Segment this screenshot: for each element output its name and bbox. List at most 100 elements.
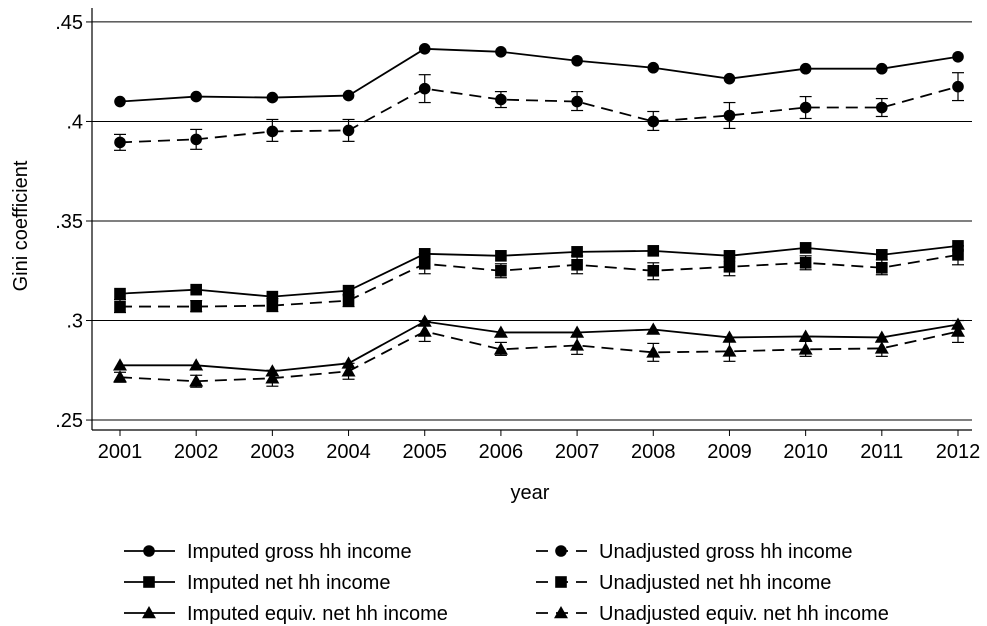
data-point [571, 246, 583, 258]
data-point [723, 250, 736, 262]
series-imputed-equiv-net-hh-income [113, 314, 965, 377]
data-point [723, 109, 736, 122]
x-axis-label: year [511, 482, 550, 504]
data-point [417, 314, 432, 327]
gridlines [92, 21, 972, 421]
data-point [266, 125, 279, 138]
data-point [266, 290, 279, 303]
data-point [722, 330, 737, 343]
y-axis-label: Gini coefficient [10, 160, 32, 291]
legend: Imputed gross hh income Unadjusted gross … [124, 541, 889, 625]
data-point [952, 50, 964, 63]
legend-item: Imputed gross hh income [124, 541, 412, 563]
data-point [646, 345, 661, 358]
legend-label: Imputed gross hh income [187, 541, 412, 563]
data-point [418, 257, 431, 270]
y-tick-label: .25 [55, 410, 83, 432]
data-point [647, 264, 660, 277]
x-tick-label: 2003 [250, 441, 295, 463]
series-line [119, 330, 959, 383]
x-axis: 2001 2002 2003 2004 2005 2006 2007 2008 2009 2010… [92, 429, 981, 463]
data-point [417, 324, 432, 337]
series-unadjusted-gross-hh-income [114, 72, 964, 151]
data-point [952, 249, 964, 261]
data-point [571, 54, 583, 67]
legend-item: Unadjusted net hh income [536, 572, 831, 594]
x-tick-label: 2007 [555, 441, 600, 463]
series-line [120, 320, 959, 373]
data-point [190, 300, 202, 313]
series-line [119, 244, 959, 298]
y-tick-label: .3 [66, 311, 83, 333]
data-point [876, 249, 888, 261]
legend-label: Unadjusted net hh income [599, 572, 831, 594]
x-tick-label: 2011 [860, 441, 903, 463]
data-point [190, 283, 202, 296]
data-point [341, 356, 356, 369]
data-point [265, 371, 280, 384]
x-tick-label: 2005 [402, 441, 447, 463]
data-point [114, 287, 126, 300]
data-point [571, 95, 583, 108]
data-point [647, 115, 660, 128]
series-unadjusted-net-hh-income [114, 245, 964, 314]
y-tick-label: .35 [55, 211, 83, 233]
legend-marker [143, 545, 155, 557]
data-point [723, 260, 736, 273]
legend-marker [555, 545, 567, 557]
data-point [114, 95, 126, 108]
data-point [113, 358, 127, 371]
data-point [876, 101, 888, 114]
x-tick-label: 2008 [631, 441, 676, 463]
data-point [493, 325, 508, 338]
data-point [571, 258, 583, 271]
data-point [190, 90, 202, 103]
data-point [722, 344, 737, 357]
data-point [266, 91, 279, 104]
data-point [114, 300, 126, 313]
data-point [570, 338, 585, 351]
series-line [119, 47, 959, 103]
legend-marker [142, 606, 156, 619]
legend-item: Unadjusted gross hh income [536, 541, 852, 563]
data-point [951, 324, 965, 337]
data-point [799, 101, 812, 114]
x-tick-label: 2001 [98, 441, 143, 463]
data-point [647, 61, 660, 74]
data-point [799, 242, 812, 254]
data-point [799, 256, 812, 269]
data-point [495, 93, 507, 106]
x-tick-label: 2006 [479, 441, 524, 463]
data-point [342, 284, 355, 297]
x-tick-label: 2012 [936, 441, 981, 463]
legend-label: Imputed equiv. net hh income [187, 603, 448, 625]
series-imputed-net-hh-income [114, 240, 964, 303]
x-tick-label: 2010 [783, 441, 828, 463]
data-point [113, 370, 127, 383]
data-point [646, 322, 661, 335]
data-point [418, 82, 431, 95]
data-point [114, 136, 126, 149]
data-point [342, 294, 355, 307]
legend-marker [555, 576, 567, 588]
legend-item: Imputed equiv. net hh income [124, 603, 448, 625]
data-point [874, 330, 889, 343]
data-point [189, 374, 204, 387]
legend-label: Unadjusted gross hh income [599, 541, 852, 563]
data-point [190, 133, 202, 146]
data-point [952, 80, 964, 93]
legend-marker [554, 606, 568, 619]
legend-marker [143, 576, 155, 588]
data-point [798, 329, 813, 342]
series-layer [113, 43, 965, 388]
data-point [495, 264, 507, 277]
data-point [570, 325, 585, 338]
data-point [876, 261, 888, 274]
data-point [342, 124, 355, 137]
y-tick-label: .45 [55, 12, 83, 34]
data-point [342, 89, 355, 102]
data-point [874, 341, 889, 354]
legend-label: Imputed net hh income [187, 572, 390, 594]
data-point [798, 342, 813, 355]
